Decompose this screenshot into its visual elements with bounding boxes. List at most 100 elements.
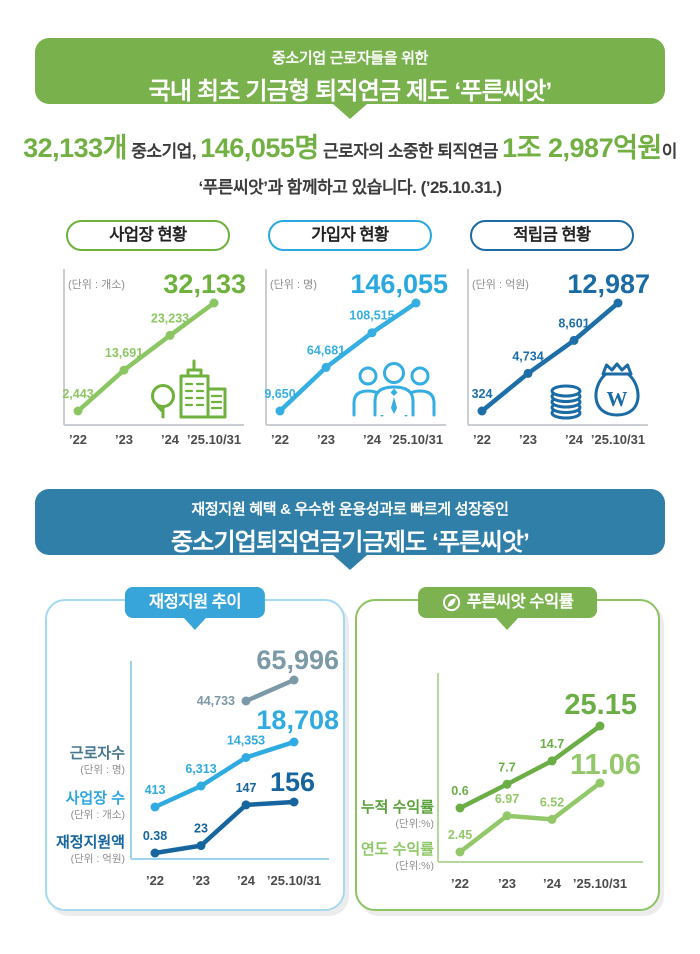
x-tick-label: ’25.10/31 <box>389 432 443 447</box>
series-line <box>457 723 603 811</box>
fiscal-support-panel: 재정지원 추이 근로자수 (단위 : 명) 44,733 65,996 사업장 수 (단위… <box>45 587 347 914</box>
reserve-status-plot: (단위 : 억원) W 324 4,734 8,601 12,987 ’22 ’23 ’24… <box>467 269 650 447</box>
x-tick-label: ’24 <box>543 876 562 891</box>
x-tick-label: ’23 <box>498 876 516 891</box>
data-point <box>523 368 533 378</box>
data-point <box>150 848 160 858</box>
status-charts-row: 사업장 현황 (단위 : 개소) 2,443 13,691 23,233 32,133… <box>48 220 652 449</box>
returns-tab-label: 푸른씨앗 수익률 <box>466 593 574 611</box>
intro-line1: 32,133개 중소기업, 146,055명 근로자의 소중한 퇴직연금 1조 … <box>0 131 700 170</box>
series-line <box>152 799 297 856</box>
data-point <box>275 406 285 416</box>
value-label: 9,650 <box>264 387 295 401</box>
returns-panel: 푸른씨앗 수익률 누적 수익률 (단위:%) 0.6 7.7 14.7 25.15 연도 수… <box>355 587 662 914</box>
x-tick-label: ’22 <box>451 876 469 891</box>
x-tick-label: ’23 <box>115 432 133 447</box>
x-tick-label: ’25.10/31 <box>187 432 241 447</box>
value-label: 413 <box>145 783 166 797</box>
data-point <box>321 362 331 372</box>
intro-number: 146,055명 <box>200 133 319 163</box>
series-line <box>152 739 297 810</box>
x-tick-label: ’23 <box>192 873 210 888</box>
x-tick-label: ’25.10/31 <box>591 432 645 447</box>
series-name-label: 사업장 수 <box>66 789 126 807</box>
people-icon <box>352 362 436 417</box>
value-label: 14.7 <box>540 737 564 751</box>
intro-text: 중소기업, <box>127 142 201 161</box>
subscriber-status-block: 가입자 현황 (단위 : 명) 9,650 64,681 108,515 146,05… <box>250 220 450 449</box>
series-line <box>457 780 603 855</box>
value-label: 2.45 <box>448 828 472 842</box>
data-point <box>613 298 623 308</box>
unit-label: (단위 : 억원) <box>472 278 529 291</box>
value-label: 324 <box>472 387 493 401</box>
big-value-label: 156 <box>270 767 315 797</box>
subscriber-status-pill: 가입자 현황 <box>268 220 432 251</box>
big-value-label: 146,055 <box>350 269 448 299</box>
data-point <box>569 335 579 345</box>
fiscal-support-tab-label: 재정지원 추이 <box>148 593 242 611</box>
series-unit-label: (단위:%) <box>395 817 434 830</box>
value-label: 8,601 <box>558 316 589 330</box>
data-point <box>595 778 605 788</box>
workplace-status-block: 사업장 현황 (단위 : 개소) 2,443 13,691 23,233 32,133… <box>48 220 248 449</box>
series-name-label: 연도 수익률 <box>361 840 434 858</box>
series-line <box>277 300 419 414</box>
top-banner-title: 국내 최초 기금형 퇴직연금 제도 ‘푸른씨앗’ <box>148 78 553 105</box>
series-name-label: 재정지원액 <box>56 833 125 851</box>
x-tick-label: ’24 <box>237 873 256 888</box>
fiscal-support-trend-plot: 근로자수(단위 : 명) 44,733 65,996 사업장 수(단위 : 개소) 41… <box>56 645 339 888</box>
data-point <box>502 811 512 821</box>
data-point <box>547 814 557 824</box>
data-point <box>595 721 605 731</box>
money-bag-icon: W <box>550 362 640 420</box>
data-point <box>209 298 219 308</box>
data-point <box>547 756 557 766</box>
intro-line2: ‘푸른씨앗’과 함께하고 있습니다. (’25.10.31.) <box>198 178 502 197</box>
data-point <box>502 779 512 789</box>
data-point <box>150 802 160 812</box>
mid-banner: 재정지원 혜택 & 우수한 운용성과로 빠르게 성장중인 중소기업퇴직연금기금제… <box>35 489 665 556</box>
returns-tab: 푸른씨앗 수익률 <box>417 587 598 630</box>
value-label: 0.38 <box>143 829 167 843</box>
value-label: 44,733 <box>197 694 235 708</box>
data-point <box>119 365 129 375</box>
series-line <box>479 300 621 414</box>
series-unit-label: (단위 : 개소) <box>71 808 125 821</box>
value-label: 23 <box>194 822 208 836</box>
value-label: 108,515 <box>349 309 394 323</box>
data-point <box>289 675 299 685</box>
series-unit-label: (단위 : 억원) <box>71 852 125 865</box>
value-label: 147 <box>236 781 257 795</box>
top-banner-subtitle: 중소기업 근로자들을 위한 <box>271 50 429 67</box>
series-line <box>75 300 217 414</box>
value-label: 0.6 <box>451 784 468 798</box>
x-tick-label: ’24 <box>161 432 180 447</box>
returns-chart: 누적 수익률 (단위:%) 0.6 7.7 14.7 25.15 연도 수익률 (단위:%) 2… <box>357 601 662 914</box>
unit-label: (단위 : 명) <box>270 278 317 291</box>
value-label: 23,233 <box>151 311 189 325</box>
detail-charts-row: 재정지원 추이 근로자수 (단위 : 명) 44,733 65,996 사업장 수 (단위… <box>45 587 662 914</box>
x-tick-label: ’25.10/31 <box>267 873 321 888</box>
reserve-status-block: 적립금 현황 (단위 : 억원) W 324 4,734 8,601 12,987 ’2… <box>452 220 652 449</box>
data-point <box>196 781 206 791</box>
returns-tab-notch <box>496 618 519 630</box>
mid-banner-notch <box>333 555 367 570</box>
top-banner: 중소기업 근로자들을 위한 국내 최초 기금형 퇴직연금 제도 ‘푸른씨앗’ <box>35 38 665 105</box>
value-label: 64,681 <box>307 343 345 357</box>
leaf-icon <box>442 593 460 612</box>
fiscal-support-chart: 근로자수 (단위 : 명) 44,733 65,996 사업장 수 (단위 : 개소) 41… <box>47 601 347 914</box>
big-value-label: 32,133 <box>163 269 246 299</box>
intro-text: 근로자의 소중한 퇴직연금 <box>318 142 503 161</box>
intro-number: 32,133개 <box>23 133 128 163</box>
x-tick-label: ’22 <box>271 432 289 447</box>
data-point <box>241 753 251 762</box>
intro-text: 이 <box>661 142 678 161</box>
series-name-label: 근로자수 <box>70 745 125 762</box>
big-value-label: 18,708 <box>256 705 339 735</box>
data-point <box>73 406 83 416</box>
workplace-status-chart: (단위 : 개소) 2,443 13,691 23,233 32,133 ’22 ’23 ’… <box>48 257 248 449</box>
value-label: 4,734 <box>512 349 543 363</box>
x-tick-label: ’25.10/31 <box>573 876 627 891</box>
